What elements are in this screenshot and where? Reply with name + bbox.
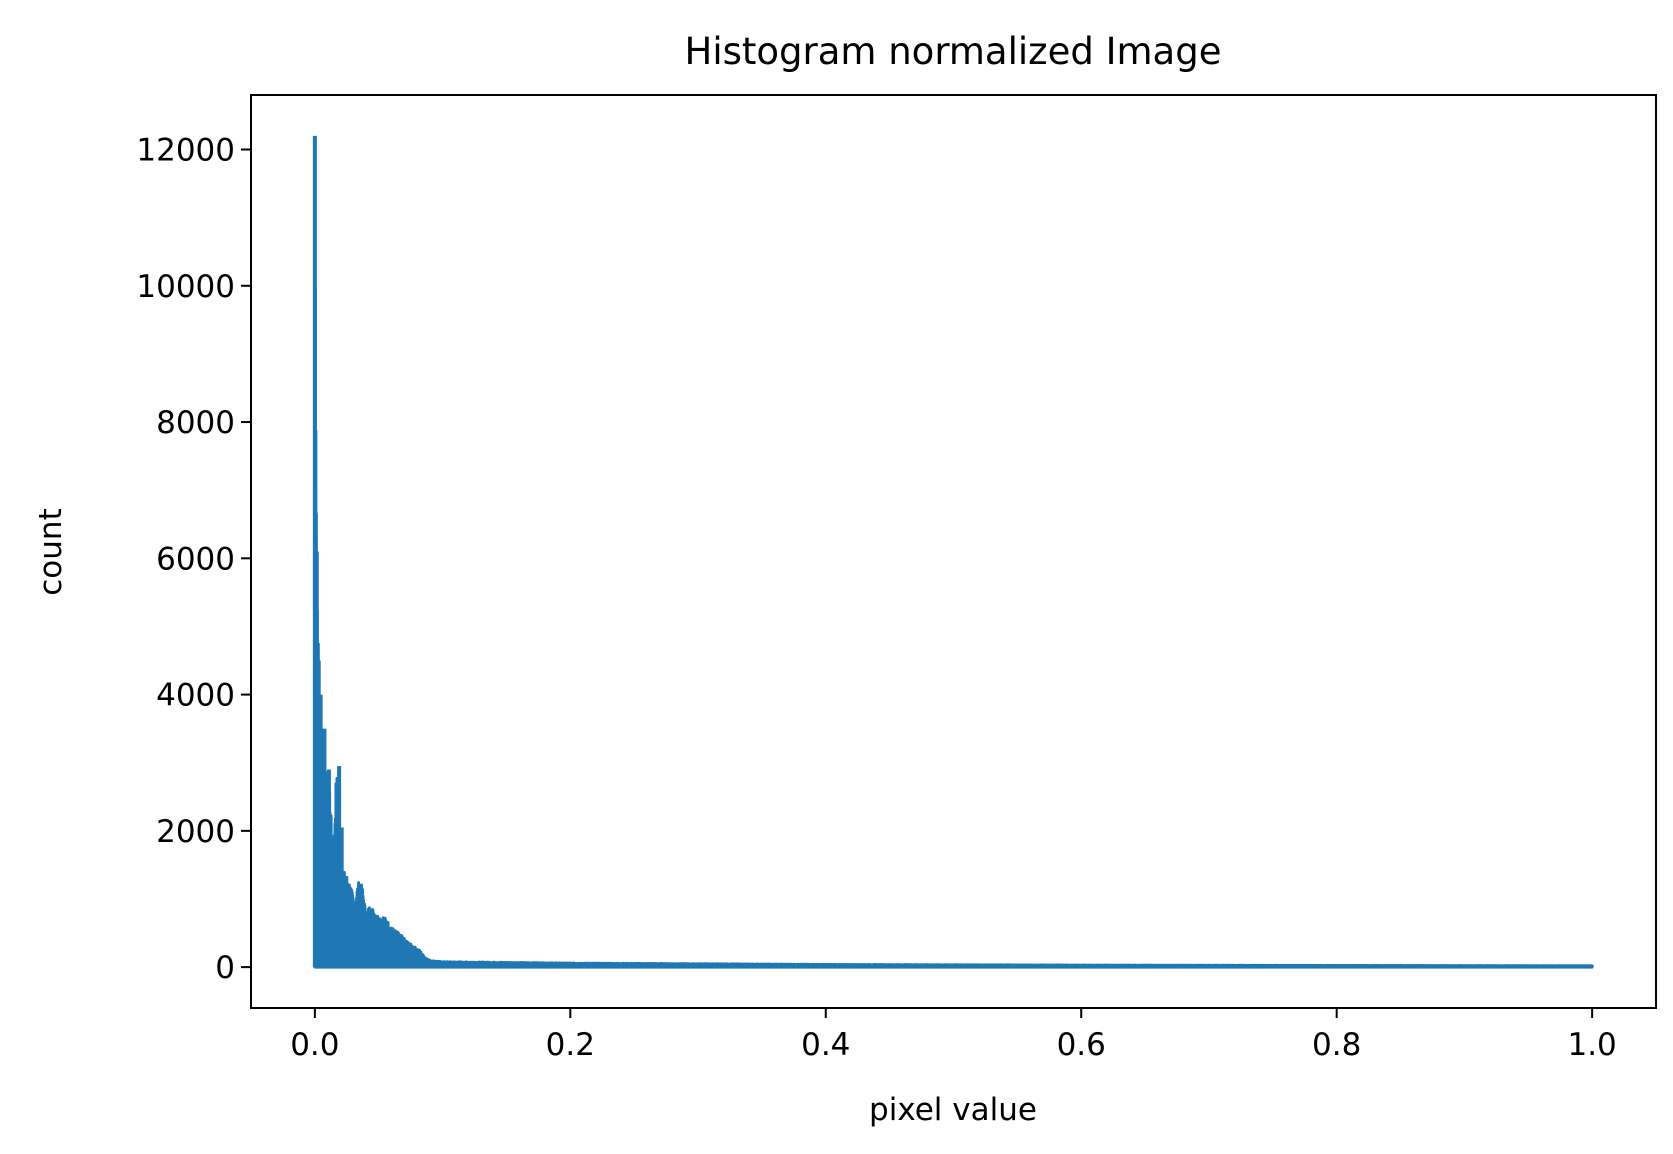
axes-frame xyxy=(250,94,1657,1009)
x-tick-label: 0.4 xyxy=(801,1027,850,1063)
x-axis-label: pixel value xyxy=(869,1092,1037,1128)
y-tick-label: 12000 xyxy=(136,133,235,169)
x-tick-label: 1.0 xyxy=(1567,1027,1616,1063)
chart-title: Histogram normalized Image xyxy=(685,30,1222,73)
y-tick-label: 10000 xyxy=(136,269,235,305)
x-tick-label: 0.0 xyxy=(290,1027,339,1063)
y-tick-label: 6000 xyxy=(156,541,235,577)
plot-area xyxy=(312,135,1594,969)
x-tick-label: 0.2 xyxy=(546,1027,595,1063)
y-axis: 0 2000 4000 6000 8000 10000 12000 xyxy=(136,133,251,986)
x-axis: 0.0 0.2 0.4 0.6 0.8 1.0 xyxy=(290,1008,1617,1063)
y-tick-label: 8000 xyxy=(156,405,235,441)
y-tick-label: 0 xyxy=(215,950,235,986)
histogram-series-line xyxy=(313,197,1594,969)
y-tick-label: 2000 xyxy=(156,814,235,850)
x-tick-label: 0.6 xyxy=(1057,1027,1106,1063)
y-tick-label: 4000 xyxy=(156,678,235,714)
y-axis-label: count xyxy=(33,508,69,595)
x-tick-label: 0.8 xyxy=(1312,1027,1361,1063)
